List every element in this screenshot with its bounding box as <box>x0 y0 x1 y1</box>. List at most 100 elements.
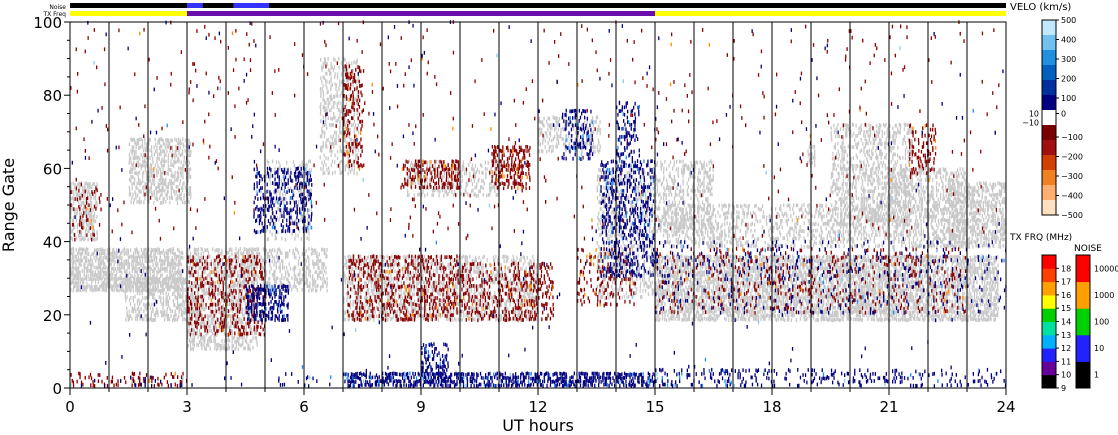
echo-cell <box>174 313 176 318</box>
echo-cell <box>382 269 384 274</box>
echo-cell <box>159 167 162 172</box>
echo-cell <box>93 237 95 242</box>
echo-cell <box>214 324 217 329</box>
echo-cell <box>178 193 180 198</box>
echo-cell <box>339 123 341 128</box>
echo-cell <box>343 270 345 275</box>
echo-cell <box>201 335 203 340</box>
echo-cell <box>83 285 85 289</box>
echo-cell <box>227 343 229 348</box>
echo-cell <box>138 170 140 175</box>
echo-cell <box>410 299 413 304</box>
echo-cell <box>344 310 346 315</box>
echo-cell <box>91 223 93 227</box>
echo-cell <box>399 310 401 315</box>
echo-cell <box>310 288 313 293</box>
echo-cell <box>203 307 205 312</box>
echo-cell <box>382 263 384 267</box>
echo-cell <box>504 269 506 273</box>
echo-cell <box>83 269 85 274</box>
echo-cell <box>512 273 514 278</box>
echo-cell <box>366 270 368 275</box>
echo-cell <box>422 273 424 278</box>
echo-cell <box>279 278 281 282</box>
echo-cell <box>136 277 139 281</box>
echo-cell <box>292 160 295 164</box>
echo-cell <box>142 185 144 190</box>
echo-cell <box>431 193 433 197</box>
echo-cell <box>255 336 258 340</box>
echo-cell <box>285 197 287 201</box>
echo-cell <box>305 270 307 275</box>
echo-cell <box>263 248 266 253</box>
echo-cell <box>100 272 102 277</box>
echo-cell <box>145 148 148 153</box>
echo-cell <box>156 193 158 198</box>
echo-cell <box>87 266 89 271</box>
echo-cell <box>398 287 400 292</box>
echo-cell <box>527 285 530 289</box>
echo-cell <box>379 270 382 275</box>
echo-cell <box>167 314 169 318</box>
echo-cell <box>326 90 328 95</box>
echo-cell <box>183 196 185 200</box>
echo-cell <box>370 302 372 307</box>
echo-cell <box>447 306 449 310</box>
echo-cell <box>244 266 246 270</box>
echo-cell <box>157 285 159 289</box>
echo-cell <box>91 201 93 205</box>
echo-cell <box>447 177 449 182</box>
echo-cell <box>271 259 273 264</box>
echo-cell <box>175 160 177 164</box>
echo-cell <box>90 265 92 270</box>
echo-cell <box>240 309 243 314</box>
echo-cell <box>176 254 178 259</box>
echo-cell <box>152 318 154 323</box>
echo-cell <box>290 210 292 215</box>
echo-cell <box>139 200 141 205</box>
echo-cell <box>142 251 144 256</box>
echo-cell <box>338 65 340 70</box>
echo-cell <box>91 270 93 275</box>
echo-cell <box>125 317 127 322</box>
echo-cell <box>132 285 134 290</box>
echo-cell <box>388 280 390 285</box>
echo-cell <box>513 310 515 314</box>
echo-cell <box>145 313 147 318</box>
echo-cell <box>113 288 115 292</box>
echo-cell <box>130 295 132 300</box>
echo-cell <box>408 159 410 164</box>
echo-cell <box>479 311 481 315</box>
echo-cell <box>344 167 346 172</box>
echo-cell <box>86 281 88 286</box>
echo-cell <box>219 292 222 297</box>
echo-cell <box>292 267 294 271</box>
echo-cell <box>389 258 392 263</box>
echo-cell <box>165 291 167 296</box>
echo-cell <box>353 145 355 150</box>
echo-cell <box>236 274 239 278</box>
echo-cell <box>160 177 162 182</box>
noise-bar-segment <box>268 3 1006 8</box>
echo-cell <box>133 277 136 282</box>
echo-cell <box>387 296 389 301</box>
echo-cell <box>462 164 465 168</box>
echo-cell <box>166 295 168 299</box>
echo-cell <box>190 299 193 304</box>
echo-cell <box>434 163 436 168</box>
echo-cell <box>243 298 245 303</box>
echo-cell <box>156 157 158 161</box>
echo-cell <box>330 142 332 147</box>
echo-cell <box>202 251 205 256</box>
echo-cell <box>78 193 80 198</box>
echo-cell <box>465 277 467 282</box>
echo-cell <box>176 175 179 179</box>
echo-cell <box>161 250 163 255</box>
echo-cell <box>139 266 141 271</box>
echo-cell <box>85 181 88 186</box>
echo-cell <box>162 267 164 271</box>
echo-cell <box>409 291 411 296</box>
echo-cell <box>174 255 176 260</box>
echo-cell <box>305 274 307 278</box>
echo-cell <box>357 299 359 304</box>
